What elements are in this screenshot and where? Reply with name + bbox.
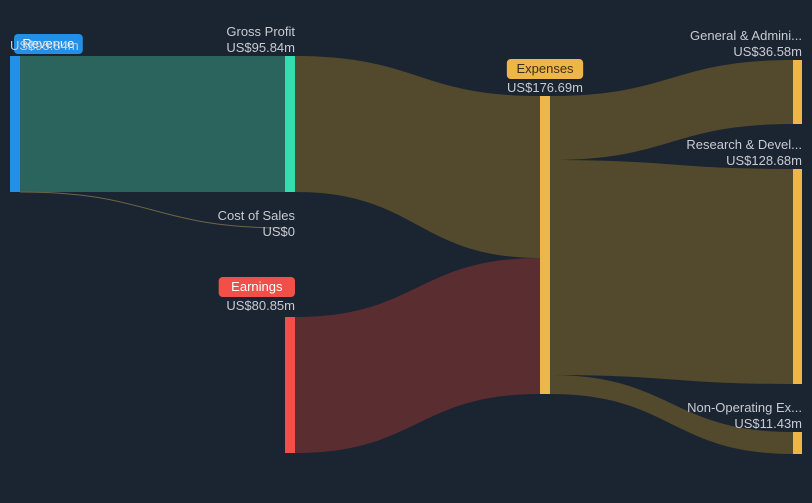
flow-ribbon bbox=[550, 160, 793, 384]
node-value-expenses: US$176.69m bbox=[507, 80, 583, 95]
node-value-cost_of_sales: US$0 bbox=[262, 224, 295, 239]
node-bar-rd[interactable] bbox=[793, 169, 802, 384]
pill-label-expenses: Expenses bbox=[516, 61, 574, 76]
flow-ribbon bbox=[20, 56, 285, 192]
node-label-cost_of_sales: Cost of Sales bbox=[218, 208, 296, 223]
sankey-chart: RevenueUS$95.84mGross ProfitUS$95.84mCos… bbox=[0, 0, 812, 503]
node-label-nonop: Non-Operating Ex... bbox=[687, 400, 802, 415]
node-bar-expenses[interactable] bbox=[540, 96, 550, 394]
node-bar-earnings[interactable] bbox=[285, 317, 295, 453]
pill-label-earnings: Earnings bbox=[231, 279, 283, 294]
node-value-rd: US$128.68m bbox=[726, 153, 802, 168]
node-label-rd: Research & Devel... bbox=[686, 137, 802, 152]
node-bar-nonop[interactable] bbox=[793, 432, 802, 454]
node-bar-ga[interactable] bbox=[793, 60, 802, 124]
node-bar-gross_profit[interactable] bbox=[285, 56, 295, 192]
node-label-ga: General & Admini... bbox=[690, 28, 802, 43]
node-value-revenue: US$95.84m bbox=[10, 38, 79, 53]
node-value-earnings: US$80.85m bbox=[226, 298, 295, 313]
node-value-nonop: US$11.43m bbox=[734, 416, 802, 431]
node-value-ga: US$36.58m bbox=[733, 44, 802, 59]
node-bar-revenue[interactable] bbox=[10, 56, 20, 192]
node-label-gross_profit: Gross Profit bbox=[226, 24, 295, 39]
node-value-gross_profit: US$95.84m bbox=[226, 40, 295, 55]
